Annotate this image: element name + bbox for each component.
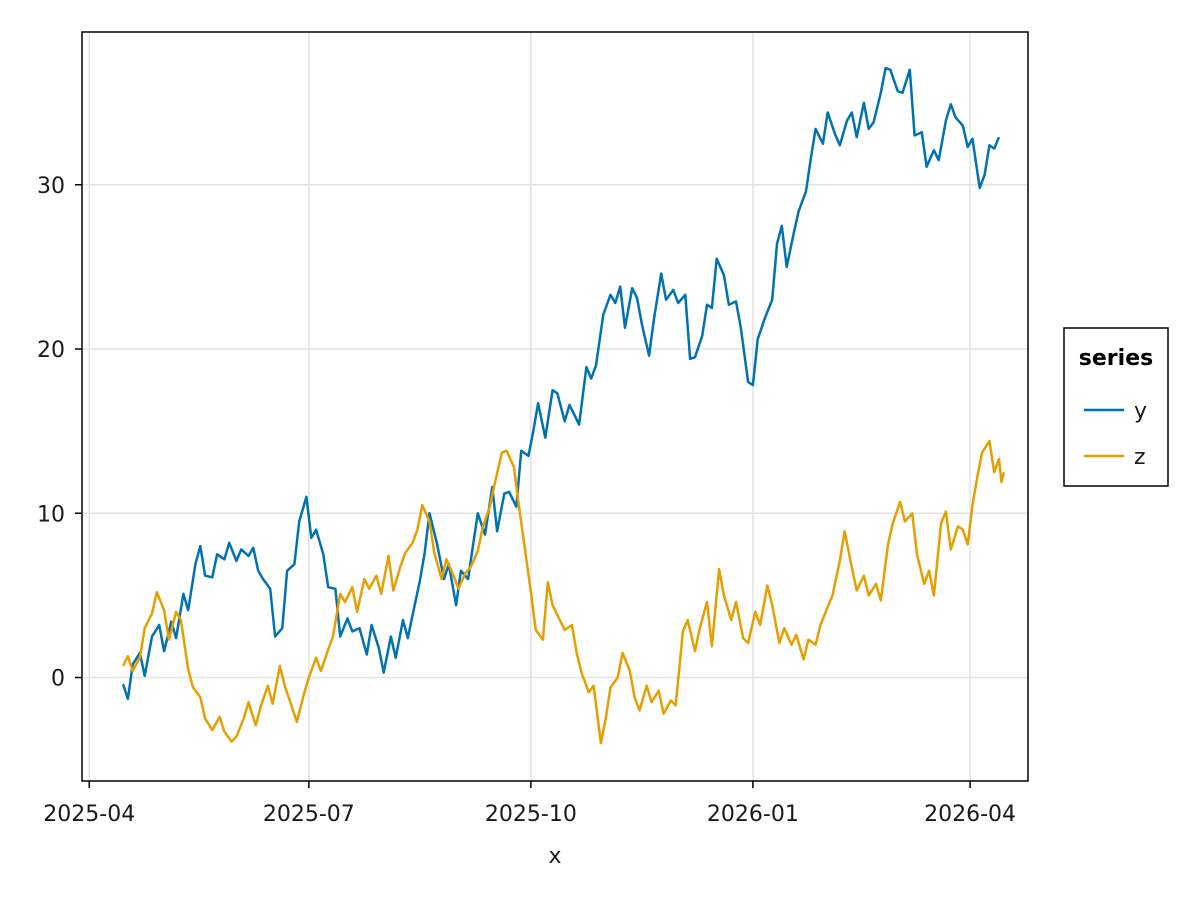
x-axis: 2025-04 2025-07 2025-10 2026-01 2026-04 [43, 781, 1016, 827]
series-line-z [121, 439, 1006, 745]
x-tick-label: 2025-04 [43, 802, 135, 827]
legend: series y z [1063, 327, 1169, 487]
x-tick-label: 2025-07 [263, 802, 355, 827]
legend-title: series [1079, 346, 1153, 371]
x-axis-label: x [548, 844, 561, 869]
y-axis: 0 10 20 30 [37, 174, 82, 692]
grid-lines [82, 32, 1028, 781]
legend-box [1063, 327, 1169, 487]
series-line-y [121, 66, 1001, 701]
x-tick-label: 2026-01 [707, 802, 799, 827]
x-tick-label: 2025-10 [485, 802, 577, 827]
y-tick-label: 0 [51, 667, 65, 692]
y-tick-label: 10 [37, 502, 65, 527]
y-tick-label: 20 [37, 338, 65, 363]
legend-label-z: z [1134, 445, 1146, 470]
plot-frame [81, 31, 1029, 782]
series-layer [121, 66, 1006, 745]
x-tick-label: 2026-04 [924, 802, 1016, 827]
y-tick-label: 30 [37, 174, 65, 199]
legend-label-y: y [1134, 399, 1147, 424]
